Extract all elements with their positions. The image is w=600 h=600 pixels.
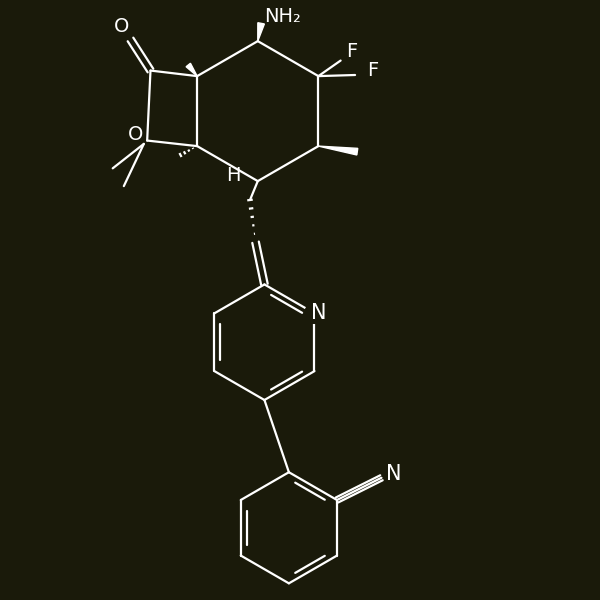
Text: F: F [367, 61, 379, 80]
Polygon shape [319, 146, 358, 155]
Text: N: N [311, 304, 326, 323]
Text: H: H [226, 166, 241, 185]
Polygon shape [258, 23, 265, 41]
Text: N: N [386, 464, 401, 484]
Text: F: F [346, 42, 358, 61]
Text: O: O [114, 17, 129, 35]
Polygon shape [186, 63, 197, 76]
Text: O: O [128, 125, 144, 145]
Text: NH₂: NH₂ [264, 7, 301, 26]
